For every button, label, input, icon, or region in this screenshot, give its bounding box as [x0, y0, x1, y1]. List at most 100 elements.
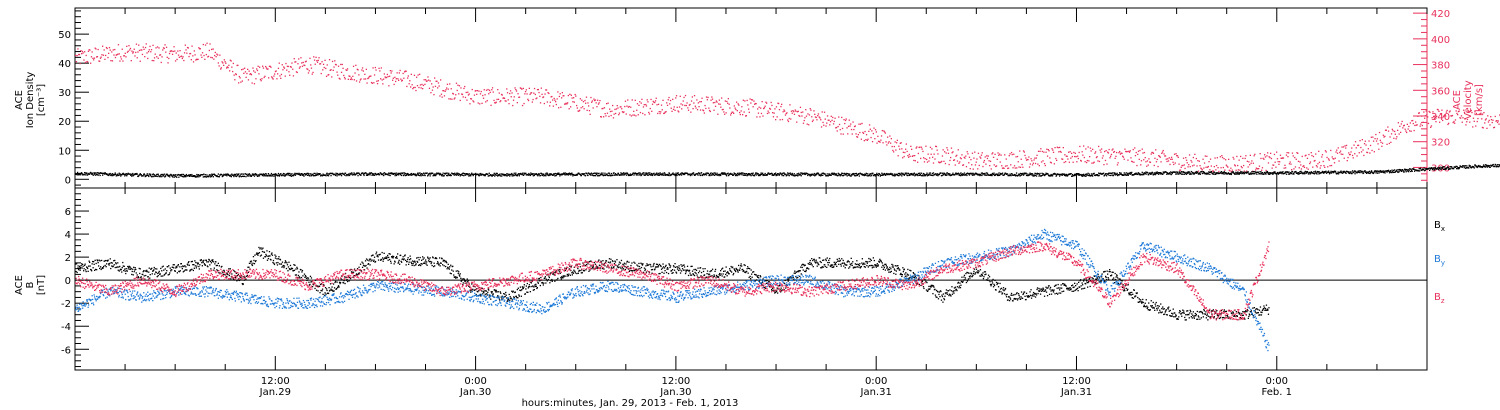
velocity-series-point [1467, 110, 1469, 112]
velocity-series-point [172, 50, 174, 53]
density-series-point [493, 174, 495, 176]
velocity-series-point [1170, 156, 1173, 158]
density-series-point [607, 172, 610, 174]
velocity-series-point [275, 70, 277, 72]
density-series-point [1313, 173, 1316, 175]
velocity-series-point [1421, 115, 1423, 117]
velocity-series-point [950, 156, 952, 159]
density-series-point [867, 173, 869, 175]
density-series-point [1088, 175, 1090, 177]
velocity-series-point [530, 92, 532, 94]
density-series-point [277, 172, 280, 175]
density-series-point [514, 173, 516, 175]
velocity-series-point [676, 106, 678, 108]
density-series-point [1449, 166, 1451, 168]
velocity-series-point [593, 98, 595, 100]
velocity-series-point [212, 48, 214, 50]
velocity-series-point [1033, 159, 1035, 161]
density-series-point [716, 174, 719, 176]
density-series-point [531, 173, 533, 176]
velocity-series-point [624, 100, 627, 102]
velocity-series-point [899, 142, 901, 144]
velocity-series-point [1414, 124, 1416, 127]
density-series-point [154, 174, 156, 176]
density-series-point [958, 174, 961, 176]
density-series-point [1071, 175, 1073, 177]
density-series-point [1322, 172, 1325, 174]
density-series-point [1041, 172, 1043, 174]
velocity-series-point [1378, 148, 1380, 150]
density-series-point [119, 174, 121, 176]
velocity-series-point [550, 96, 552, 98]
velocity-series-point [1348, 154, 1351, 156]
velocity-series-point [1185, 159, 1188, 161]
velocity-series-point [90, 56, 93, 58]
velocity-series-point [1454, 122, 1456, 124]
velocity-series-point [595, 102, 597, 104]
density-series-point [1133, 173, 1135, 176]
velocity-series-point [125, 56, 127, 58]
velocity-series-point [440, 93, 443, 95]
density-series-point [856, 174, 858, 177]
velocity-series-point [460, 87, 462, 89]
density-series-point [575, 174, 577, 176]
density-series-point [1059, 175, 1061, 177]
density-series-point [306, 174, 309, 176]
density-series-point [174, 174, 176, 176]
velocity-series-point [697, 102, 699, 104]
velocity-series-point [977, 152, 980, 154]
density-series-point [793, 174, 795, 177]
density-series-point [79, 173, 81, 175]
velocity-series-point [1392, 130, 1394, 132]
top-right-tick-label: 320 [1431, 138, 1450, 149]
velocity-series-point [589, 113, 591, 115]
density-series-point [1237, 173, 1239, 175]
velocity-series-point [180, 55, 183, 57]
density-series-point [616, 174, 619, 176]
velocity-series-point [1009, 153, 1011, 155]
velocity-series-point [597, 103, 600, 105]
density-series-point [743, 174, 745, 176]
velocity-series-point [877, 140, 880, 142]
top-right-tick-label: 360 [1431, 86, 1450, 97]
velocity-series-point [467, 94, 470, 96]
density-series-point [501, 175, 503, 177]
velocity-series-point [233, 74, 235, 76]
density-series-point [148, 175, 150, 178]
density-series-point [399, 173, 401, 175]
velocity-series-point [393, 83, 395, 86]
velocity-series-point [502, 97, 504, 99]
velocity-series-point [934, 158, 936, 160]
density-series-point [459, 173, 461, 176]
density-series-point [722, 172, 724, 174]
density-series-point [1455, 165, 1457, 167]
velocity-series-point [402, 72, 404, 75]
density-series-point [115, 173, 117, 175]
density-series-point [1378, 172, 1380, 174]
density-series-point [983, 174, 986, 176]
velocity-series-point [772, 116, 775, 118]
velocity-series-point [189, 53, 191, 55]
density-series-point [1019, 172, 1022, 175]
velocity-series-point [543, 102, 545, 105]
density-series-point [480, 172, 482, 175]
density-series-point [272, 173, 275, 176]
velocity-series-point [1157, 165, 1159, 168]
velocity-series-point [503, 97, 506, 99]
velocity-series-point [732, 111, 734, 113]
density-series-point [642, 172, 645, 174]
density-series-point [697, 174, 699, 176]
density-series-point [1290, 172, 1293, 175]
velocity-series-point [1315, 165, 1318, 167]
velocity-series-point [551, 95, 553, 98]
velocity-series-point [1424, 115, 1426, 117]
velocity-series-point [705, 96, 708, 98]
top-right-axis-title-line: [km/s] [1474, 84, 1485, 116]
density-series-point [931, 172, 934, 175]
velocity-series-point [158, 47, 160, 49]
velocity-series-point [357, 69, 359, 71]
velocity-series-point [665, 111, 667, 113]
velocity-series-point [693, 102, 695, 104]
density-series-point [748, 174, 750, 176]
density-series-point [275, 173, 277, 175]
